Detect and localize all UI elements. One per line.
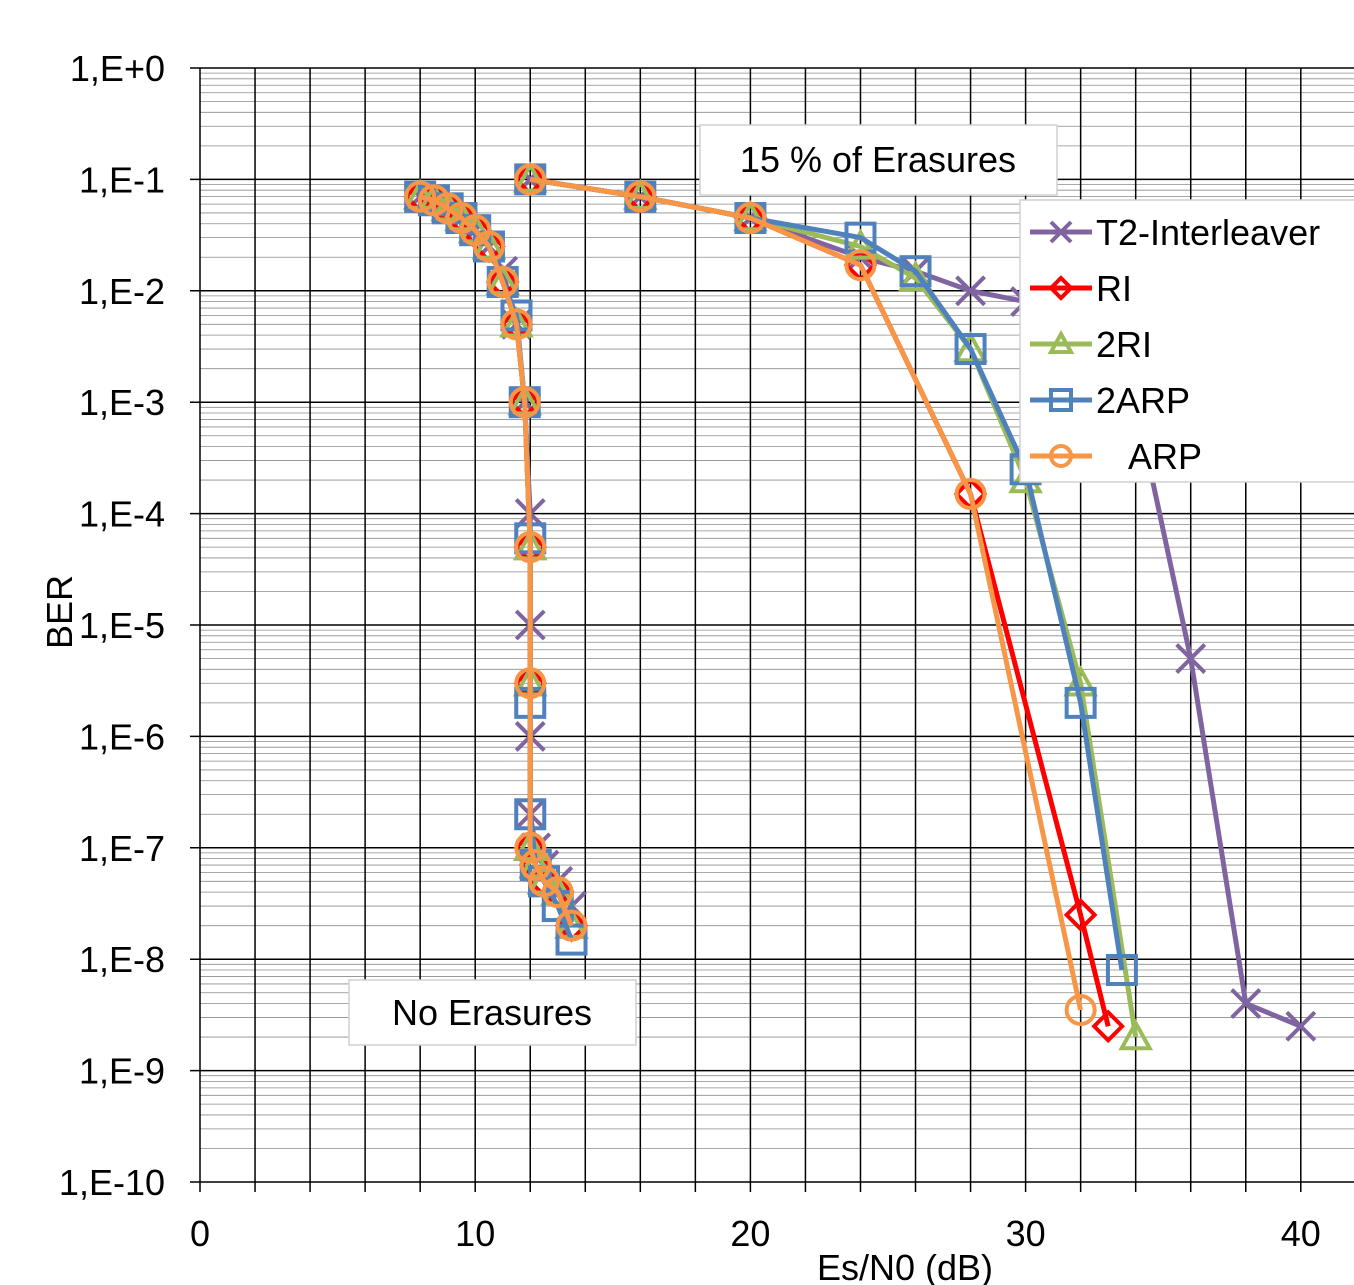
data-point bbox=[514, 163, 547, 196]
data-point bbox=[485, 263, 521, 296]
y-tick-label: 1,E-8 bbox=[79, 939, 165, 980]
data-point bbox=[514, 531, 547, 564]
legend-label: 2RI bbox=[1096, 324, 1152, 365]
data-point bbox=[508, 386, 541, 419]
annotation-erasures-text: 15 % of Erasures bbox=[740, 139, 1016, 180]
data-point bbox=[1047, 329, 1075, 354]
data-point bbox=[1049, 220, 1073, 244]
data-point bbox=[843, 228, 878, 260]
legend-label: ARP bbox=[1128, 436, 1202, 477]
legend-item: RI bbox=[1030, 268, 1132, 309]
x-tick-label: 40 bbox=[1281, 1213, 1321, 1254]
legend-label: RI bbox=[1096, 268, 1132, 309]
y-tick-label: 1,E-3 bbox=[79, 382, 165, 423]
x-tick-label: 0 bbox=[190, 1213, 210, 1254]
annotation-erasures: 15 % of Erasures bbox=[699, 124, 1058, 196]
y-tick-label: 1,E-5 bbox=[79, 605, 165, 646]
data-point bbox=[1049, 444, 1073, 468]
series-arp bbox=[514, 163, 1097, 1026]
legend-item: 2RI bbox=[1030, 324, 1152, 365]
annotation-no-erasures: No Erasures bbox=[348, 979, 637, 1046]
data-point bbox=[486, 265, 519, 298]
y-axis-title: BER bbox=[39, 575, 80, 649]
x-tick-label: 30 bbox=[1006, 1213, 1046, 1254]
data-point bbox=[1091, 1009, 1125, 1044]
data-point bbox=[953, 330, 988, 363]
x-axis-title: Es/N0 (dB) bbox=[817, 1247, 993, 1285]
legend: T2-Interleaver RI 2RI 2ARP ARP bbox=[1019, 199, 1354, 483]
data-point bbox=[734, 202, 767, 235]
data-point bbox=[1230, 988, 1262, 1019]
data-point bbox=[624, 180, 657, 213]
y-tick-label: 1,E-10 bbox=[59, 1162, 165, 1203]
y-tick-label: 1,E-9 bbox=[79, 1051, 165, 1092]
series-arp bbox=[404, 180, 588, 942]
data-point bbox=[555, 909, 588, 942]
data-point bbox=[1285, 1010, 1317, 1042]
x-axis-ticks: 0102030405 bbox=[190, 1213, 1321, 1254]
series-layer bbox=[402, 161, 1317, 1051]
legend-item: 2ARP bbox=[1030, 380, 1190, 421]
data-point bbox=[1048, 275, 1074, 301]
y-axis-ticks: 1,E+0 1,E-1 1,E-2 1,E-3 1,E-4 1,E-5 1,E-6 1,E-7… bbox=[59, 48, 165, 1203]
data-point bbox=[1175, 643, 1207, 674]
y-tick-label: 1,E-4 bbox=[79, 494, 165, 535]
data-point bbox=[514, 667, 547, 700]
annotation-no-erasures-text: No Erasures bbox=[392, 992, 592, 1033]
data-point bbox=[954, 477, 987, 510]
data-point bbox=[541, 876, 574, 909]
data-point bbox=[404, 180, 437, 213]
legend-item: T2-Interleaver bbox=[1030, 212, 1320, 253]
data-point bbox=[1049, 388, 1073, 412]
legend-label: T2-Interleaver bbox=[1096, 212, 1320, 253]
y-tick-label: 1,E-6 bbox=[79, 716, 165, 757]
data-point bbox=[519, 849, 552, 882]
data-point bbox=[955, 275, 986, 307]
data-point bbox=[472, 230, 505, 263]
data-point bbox=[844, 249, 877, 282]
data-point bbox=[1063, 898, 1098, 932]
series-line bbox=[419, 194, 574, 927]
legend-label: 2ARP bbox=[1096, 380, 1190, 421]
x-tick-label: 20 bbox=[730, 1213, 770, 1254]
legend-item: ARP bbox=[1030, 436, 1202, 477]
data-point bbox=[1105, 953, 1138, 986]
data-point bbox=[1118, 1018, 1154, 1051]
data-point bbox=[899, 255, 932, 288]
y-tick-label: 1,E-7 bbox=[79, 828, 165, 869]
x-tick-label: 10 bbox=[455, 1213, 495, 1254]
data-point bbox=[898, 259, 933, 292]
data-point bbox=[1064, 686, 1097, 719]
legend-box bbox=[1019, 199, 1354, 483]
series-line bbox=[529, 176, 1084, 1011]
data-point bbox=[954, 333, 987, 366]
y-tick-label: 1,E+0 bbox=[70, 48, 165, 89]
data-point bbox=[1064, 993, 1097, 1026]
data-point bbox=[514, 831, 547, 864]
y-tick-label: 1,E-1 bbox=[79, 159, 165, 200]
data-point bbox=[500, 308, 533, 341]
y-tick-label: 1,E-2 bbox=[79, 271, 165, 312]
